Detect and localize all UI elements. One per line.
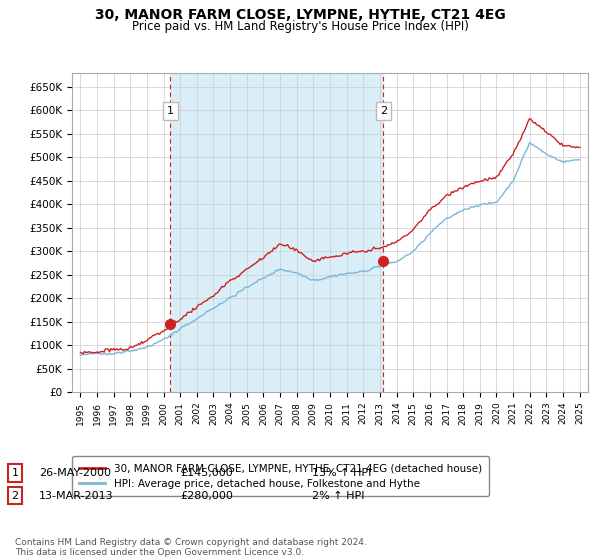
Text: 2: 2 bbox=[11, 491, 19, 501]
Text: 30, MANOR FARM CLOSE, LYMPNE, HYTHE, CT21 4EG: 30, MANOR FARM CLOSE, LYMPNE, HYTHE, CT2… bbox=[95, 8, 505, 22]
Legend: 30, MANOR FARM CLOSE, LYMPNE, HYTHE, CT21 4EG (detached house), HPI: Average pri: 30, MANOR FARM CLOSE, LYMPNE, HYTHE, CT2… bbox=[72, 456, 489, 496]
Text: 26-MAY-2000: 26-MAY-2000 bbox=[39, 468, 111, 478]
Text: Price paid vs. HM Land Registry's House Price Index (HPI): Price paid vs. HM Land Registry's House … bbox=[131, 20, 469, 32]
Bar bbox=[170, 73, 383, 392]
Text: £280,000: £280,000 bbox=[180, 491, 233, 501]
Text: 13% ↑ HPI: 13% ↑ HPI bbox=[312, 468, 371, 478]
Text: 2% ↑ HPI: 2% ↑ HPI bbox=[312, 491, 365, 501]
Text: 2: 2 bbox=[380, 106, 387, 116]
Text: 1: 1 bbox=[167, 106, 174, 116]
Text: 13-MAR-2013: 13-MAR-2013 bbox=[39, 491, 113, 501]
Text: £145,000: £145,000 bbox=[180, 468, 233, 478]
Text: Contains HM Land Registry data © Crown copyright and database right 2024.
This d: Contains HM Land Registry data © Crown c… bbox=[15, 538, 367, 557]
Text: 1: 1 bbox=[11, 468, 19, 478]
